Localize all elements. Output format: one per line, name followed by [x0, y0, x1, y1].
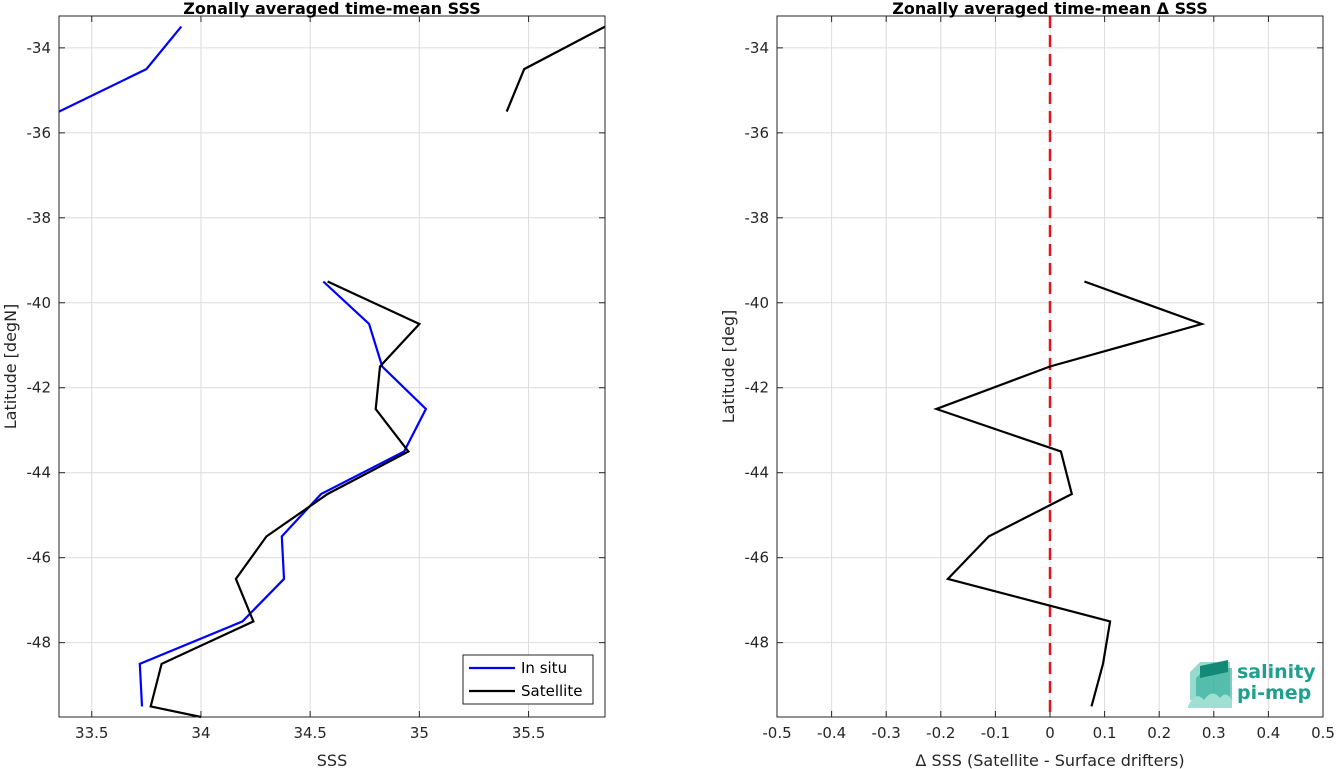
logo-line-2: pi-mep — [1237, 682, 1311, 704]
x-tick-label: -0.5 — [762, 724, 791, 742]
x-tick-label: 34 — [191, 724, 210, 742]
logo-mark — [1188, 660, 1232, 708]
axes-frame — [58, 15, 606, 718]
x-tick-label: 33.5 — [75, 724, 108, 742]
x-tick-label: 0.4 — [1256, 724, 1280, 742]
y-tick-label: -46 — [745, 549, 770, 567]
x-tick-label: 0.3 — [1202, 724, 1226, 742]
y-axis-label: Latitude [degN] — [1, 304, 20, 430]
x-tick-label: -0.2 — [926, 724, 955, 742]
right-panel: -0.5 -0.4 -0.3 -0.2 -0.1 0 0.1 0.2 0.3 0.4 0.5 -34 -… — [719, 0, 1335, 769]
y-axis-label: Latitude [deg] — [719, 310, 738, 424]
y-tick-label: -36 — [745, 124, 770, 142]
legend-label: In situ — [521, 659, 567, 677]
y-tick-label: -44 — [27, 464, 52, 482]
y-tick-label: -40 — [745, 294, 770, 312]
x-tick-label: -0.4 — [817, 724, 846, 742]
series-line-satellite — [505, 25, 606, 113]
x-tick-label: 0.2 — [1147, 724, 1171, 742]
y-tick-label: -38 — [27, 209, 52, 227]
series-line-in-situ — [58, 25, 183, 113]
y-tick-label: -36 — [27, 124, 52, 142]
series-line-delta-sss — [933, 280, 1206, 707]
x-axis-label: Δ SSS (Satellite - Surface drifters) — [915, 751, 1184, 769]
series-line-satellite — [149, 280, 422, 719]
y-tick-label: -40 — [27, 294, 52, 312]
y-tick-label: -34 — [27, 39, 52, 57]
x-tick-label: 0 — [1045, 724, 1055, 742]
left-panel: 33.5 34 34.5 35 35.5 -34 -36 -38 -40 -42 -44 -46 -48… — [1, 0, 606, 769]
plot-area — [59, 16, 605, 717]
chart-title: Zonally averaged time-mean Δ SSS — [892, 0, 1208, 18]
y-tick-label: -34 — [745, 39, 770, 57]
y-tick-label: -46 — [27, 549, 52, 567]
y-tick-label: -42 — [745, 379, 770, 397]
chart-title: Zonally averaged time-mean SSS — [183, 0, 481, 18]
x-axis-label: SSS — [317, 751, 347, 769]
x-tick-label: 34.5 — [293, 724, 326, 742]
y-tick-label: -48 — [745, 634, 770, 652]
x-tick-label: -0.1 — [981, 724, 1010, 742]
y-tick-label: -42 — [27, 379, 52, 397]
y-tick-label: -48 — [27, 634, 52, 652]
x-tick-label: 0.1 — [1093, 724, 1117, 742]
y-tick-label: -44 — [745, 464, 770, 482]
series-line-in-situ — [138, 280, 428, 707]
x-tick-label: 35 — [410, 724, 429, 742]
x-tick-label: 0.5 — [1311, 724, 1335, 742]
y-tick-label: -38 — [745, 209, 770, 227]
legend: In situ Satellite — [462, 654, 594, 705]
x-tick-label: -0.3 — [872, 724, 901, 742]
salinity-pi-mep-logo: salinity pi-mep — [1188, 660, 1316, 708]
legend-box — [462, 654, 594, 705]
x-tick-label: 35.5 — [512, 724, 545, 742]
logo-line-1: salinity — [1237, 661, 1316, 683]
axes-frame — [776, 15, 1324, 718]
legend-label: Satellite — [521, 682, 582, 700]
